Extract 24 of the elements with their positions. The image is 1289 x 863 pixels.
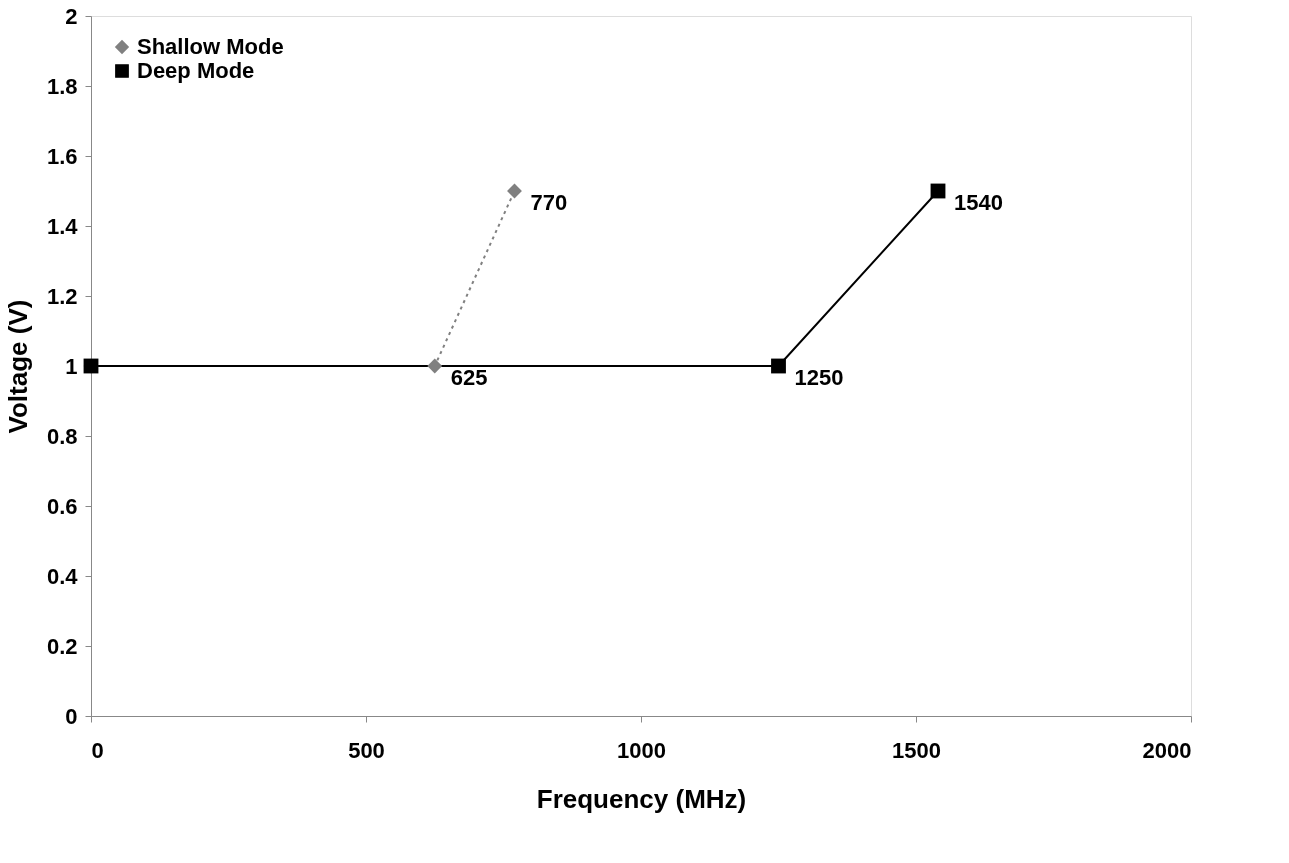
y-tick-label: 0.2 [46, 633, 78, 659]
y-tick-label: 1.8 [46, 73, 78, 99]
y-tick-label: 1.2 [46, 283, 78, 309]
y-tick-label: 1 [65, 353, 78, 379]
y-tick-label: 2 [65, 3, 78, 29]
x-tick-label: 1500 [892, 737, 941, 763]
y-tick-label: 1.4 [46, 213, 79, 239]
legend-label: Deep Mode [137, 58, 255, 83]
x-axis-title: Frequency (MHz) [536, 783, 747, 814]
annotation: 1250 [794, 365, 844, 390]
x-tick-label: 2000 [1142, 737, 1192, 763]
x-tick-label: 1000 [617, 737, 666, 763]
y-tick-label: 0.6 [46, 493, 78, 519]
legend-label: Shallow Mode [137, 34, 284, 59]
y-tick-label: 0 [65, 703, 78, 729]
y-tick-label: 0.4 [46, 563, 79, 589]
y-tick-label: 0.8 [46, 423, 78, 449]
x-tick-label: 500 [348, 737, 385, 763]
annotation: 625 [450, 365, 488, 390]
annotation: 1540 [954, 190, 1003, 215]
y-tick-label: 1.6 [46, 143, 78, 169]
annotation: 770 [530, 190, 568, 215]
x-tick-label: 0 [91, 737, 104, 763]
y-axis-title: Voltage (V) [2, 299, 33, 434]
